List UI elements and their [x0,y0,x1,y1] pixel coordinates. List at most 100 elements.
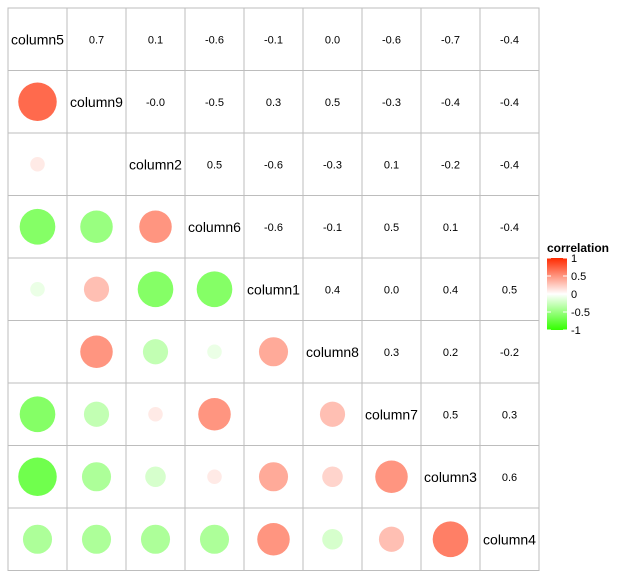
legend-tick-label: 0 [571,289,577,301]
correlation-value-label: -0.3 [323,159,342,171]
correlation-circle-column8-column5 [36,350,39,353]
legend-tick-label: 1 [571,253,577,265]
legend-tick-label: -1 [571,325,581,337]
correlation-circle-column3-column5 [18,457,57,496]
correlation-circle-column7-column1 [272,413,275,416]
correlation-value-label: 0.1 [384,159,399,171]
variable-label-column9: column9 [70,94,123,110]
correlation-value-label: 0.6 [502,472,517,484]
cell-column2-column1 [243,132,304,196]
cell-column5-column5 [7,7,68,71]
correlation-value-label: -0.6 [264,159,283,171]
correlation-value-label: 0.5 [325,97,340,109]
cell-grid [7,7,540,571]
correlation-circle-column3-column8 [322,466,343,488]
correlation-value-label: -0.7 [441,34,460,46]
cell-column9-column1 [243,70,304,134]
correlation-circle-column1-column6 [196,271,233,308]
correlation-value-label: 0.5 [207,159,222,171]
cell-column2-column7 [361,132,422,196]
cell-column4-column4 [479,507,540,571]
correlation-circle-column9-column5 [18,82,57,121]
correlation-value-label: 0.1 [148,34,163,46]
correlation-value-label: -0.6 [382,34,401,46]
legend-ticks: 1 0.5 0 -0.5 -1 [547,253,590,337]
cell-column9-column4 [479,70,540,134]
correlation-value-label: -0.6 [264,222,283,234]
variable-label-column6: column6 [188,219,241,235]
correlation-value-label: 0.0 [325,34,340,46]
correlation-circle-column4-column6 [199,524,230,554]
correlation-value-label: 0.5 [502,284,517,296]
correlation-value-label: 0.5 [384,222,399,234]
correlation-circle-column4-column3 [432,521,469,558]
correlation-circle-column1-column9 [83,276,110,302]
variable-label-column5: column5 [11,31,64,47]
correlation-circle-column7-column5 [19,396,56,433]
correlation-value-label: 0.3 [384,347,399,359]
correlation-circle-column4-column7 [378,526,405,552]
cell-column1-column8 [302,257,363,321]
correlation-value-label: 0.5 [443,409,458,421]
cell-column5-column2 [125,7,186,71]
correlation-value-label: -0.4 [500,222,519,234]
correlation-circle-column3-column2 [145,466,166,488]
correlation-circles [18,82,469,558]
correlation-circle-column7-column9 [83,401,110,427]
correlation-circle-column7-column6 [198,397,231,431]
correlation-circle-column4-column5 [22,524,53,554]
cell-column9-column3 [420,70,481,134]
correlation-value-label: -0.4 [500,159,519,171]
correlation-value-label: -0.0 [146,97,165,109]
correlation-circle-column2-column5 [30,156,45,172]
cell-column6-column6 [184,195,245,259]
correlation-value-label: -0.5 [205,97,224,109]
correlation-values: 0.7 0.1 -0.6 -0.1 0.0 -0.6 -0.7 -0.4 -0.0 -0.5 0.3… [89,34,519,484]
correlation-value-label: 0.1 [443,222,458,234]
correlation-circle-column7-column8 [319,401,346,427]
correlation-circle-column6-column9 [80,210,113,244]
correlation-value-label: 0.2 [443,347,458,359]
legend-color-bar [547,258,567,330]
correlation-value-label: -0.3 [382,97,401,109]
variable-labels: column5 column9 column2 column6 column1 colum… [11,31,536,547]
correlation-circle-column4-column1 [257,522,290,556]
variable-label-column8: column8 [306,344,359,360]
cell-column8-column8 [302,320,363,384]
correlation-circle-column8-column2 [142,339,169,365]
correlation-value-label: -0.1 [323,222,342,234]
correlation-circle-column8-column9 [80,335,113,369]
cell-column8-column4 [479,320,540,384]
variable-label-column3: column3 [424,469,477,485]
correlation-circle-column3-column7 [375,460,408,494]
cell-column7-column7 [361,382,422,446]
correlation-circle-column6-column5 [19,208,56,245]
correlation-circle-column1-column2 [137,271,174,308]
correlation-circle-column3-column6 [207,469,222,485]
correlation-circle-column4-column9 [81,524,112,554]
variable-label-column7: column7 [365,406,418,422]
correlation-circle-column4-column8 [322,528,343,550]
cell-column5-column8 [302,7,363,71]
cell-column2-column2 [125,132,186,196]
correlation-value-label: 0.0 [384,284,399,296]
legend-tick-label: 0.5 [571,271,586,283]
correlation-value-label: -0.4 [500,34,519,46]
cell-column2-column4 [479,132,540,196]
correlation-circle-column4-column2 [140,524,171,554]
correlation-value-label: -0.2 [500,347,519,359]
cell-column9-column7 [361,70,422,134]
correlation-circle-column1-column5 [30,281,45,297]
cell-column8-column3 [420,320,481,384]
correlation-circle-column3-column9 [81,462,112,492]
correlation-value-label: -0.4 [441,97,460,109]
cell-column1-column2 [125,257,186,321]
cell-column5-column9 [66,7,127,71]
correlation-circle-column6-column2 [139,210,172,244]
cell-column1-column7 [361,257,422,321]
correlation-value-label: 0.4 [325,284,340,296]
correlation-value-label: 0.4 [443,284,458,296]
legend-tick-label: -0.5 [571,307,590,319]
correlation-circle-column3-column1 [258,462,289,492]
